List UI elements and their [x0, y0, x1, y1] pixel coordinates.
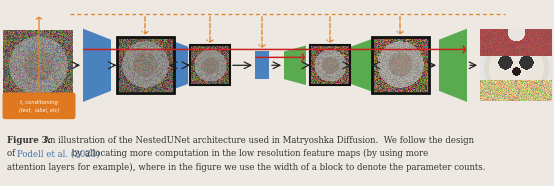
Bar	[310, 46, 350, 85]
Polygon shape	[284, 46, 306, 85]
Polygon shape	[439, 29, 467, 102]
Polygon shape	[351, 39, 373, 92]
Bar	[190, 46, 230, 85]
Text: by allocating more computation in the low resolution feature maps (by using more: by allocating more computation in the lo…	[69, 149, 428, 158]
Bar	[372, 37, 428, 93]
Text: Figure 3:: Figure 3:	[7, 136, 51, 145]
Text: Podell et al. (2023): Podell et al. (2023)	[17, 149, 100, 158]
Bar	[116, 37, 173, 93]
Text: (text,  label, etc): (text, label, etc)	[19, 108, 59, 113]
Text: t, conditioning: t, conditioning	[20, 100, 58, 105]
Polygon shape	[83, 29, 111, 102]
Text: of: of	[7, 149, 18, 158]
Text: attention layers for example), where in the figure we use the width of a block t: attention layers for example), where in …	[7, 163, 485, 172]
Text: An illustration of the NestedUNet architecture used in Matryoshka Diffusion.  We: An illustration of the NestedUNet archit…	[41, 136, 474, 145]
Bar	[255, 52, 269, 79]
FancyBboxPatch shape	[3, 92, 75, 119]
Polygon shape	[166, 39, 188, 92]
